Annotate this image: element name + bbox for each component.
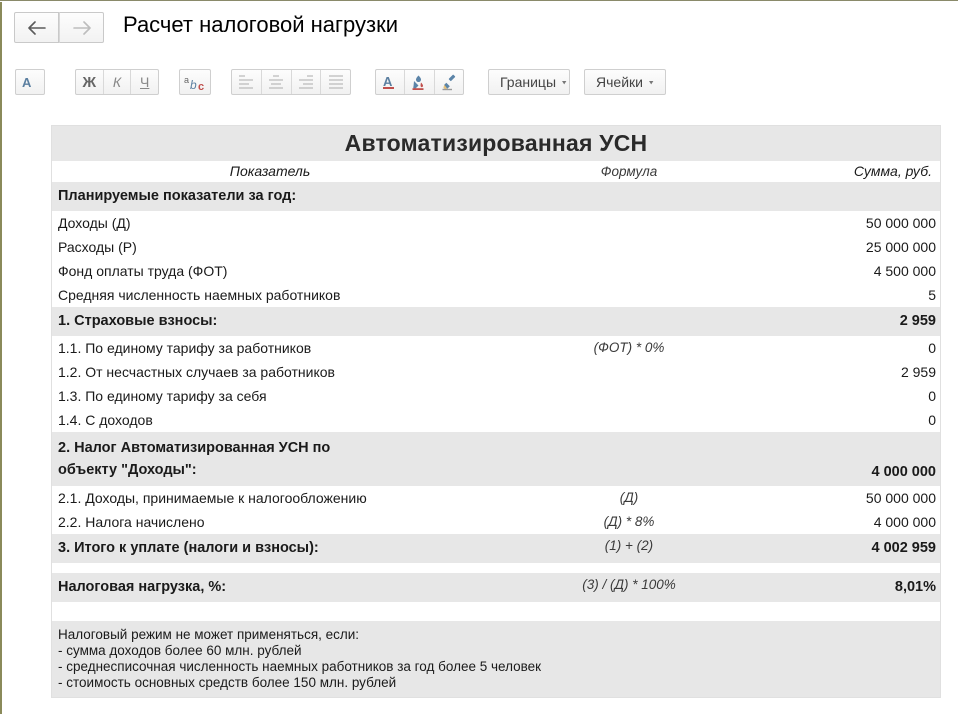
svg-text:A: A bbox=[383, 74, 393, 89]
svg-text:a: a bbox=[184, 75, 189, 85]
svg-text:b: b bbox=[190, 78, 197, 90]
svg-text:A: A bbox=[22, 75, 32, 89]
svg-text:c: c bbox=[198, 81, 204, 90]
